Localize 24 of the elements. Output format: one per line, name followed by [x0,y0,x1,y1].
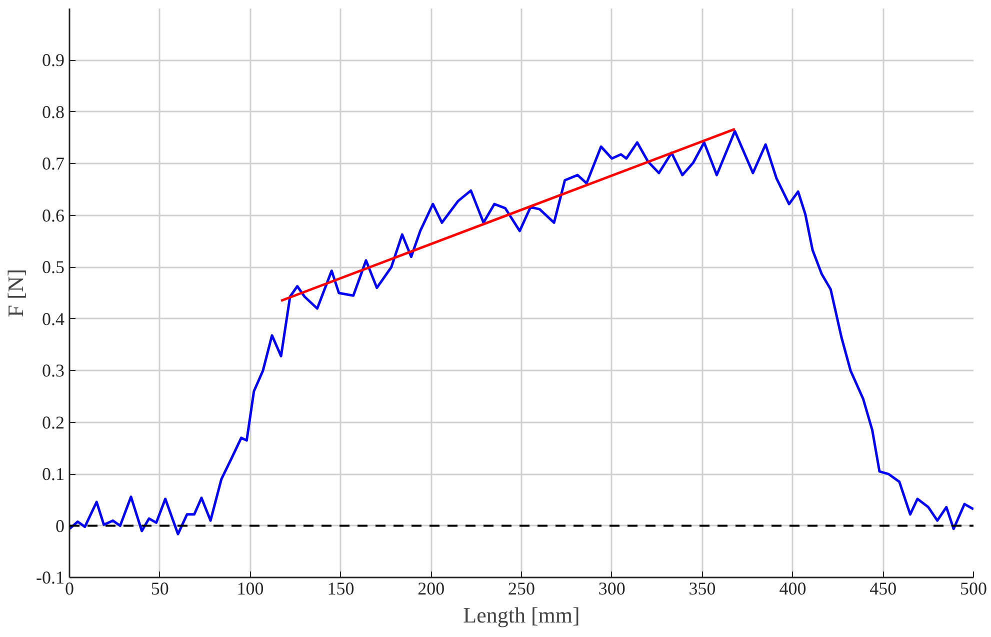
line-series [70,130,974,536]
x-tick-label: 250 [508,578,535,598]
y-tick-label: 0.3 [42,360,64,381]
x-tick-label: 500 [960,578,987,598]
y-tick-label: 0.1 [42,464,64,484]
y-tick-label: 0.9 [42,50,64,70]
y-tick-label: 0.5 [42,257,64,278]
y-tick-label: -0.1 [36,568,65,588]
y-tick-label: 0.4 [42,308,64,329]
x-tick-label: 350 [688,578,716,598]
x-tick-label: 50 [150,578,169,598]
y-tick-label: 0.8 [42,102,64,122]
x-tick-label: 300 [598,578,626,598]
x-tick-label: 200 [418,578,445,598]
y-tick-label: 0 [56,516,64,536]
x-tick-label: 400 [779,578,806,598]
y-tick-label: 0.7 [42,154,64,174]
y-tick-label: 0.2 [42,412,64,432]
y-axis-title: F [N] [3,268,28,318]
x-axis-title: Length [mm] [463,602,580,628]
x-tick-label: 100 [236,578,264,598]
y-tick-label: 0.6 [42,205,64,226]
x-tick-label: 150 [327,578,354,598]
x-tick-label: 450 [870,578,897,598]
